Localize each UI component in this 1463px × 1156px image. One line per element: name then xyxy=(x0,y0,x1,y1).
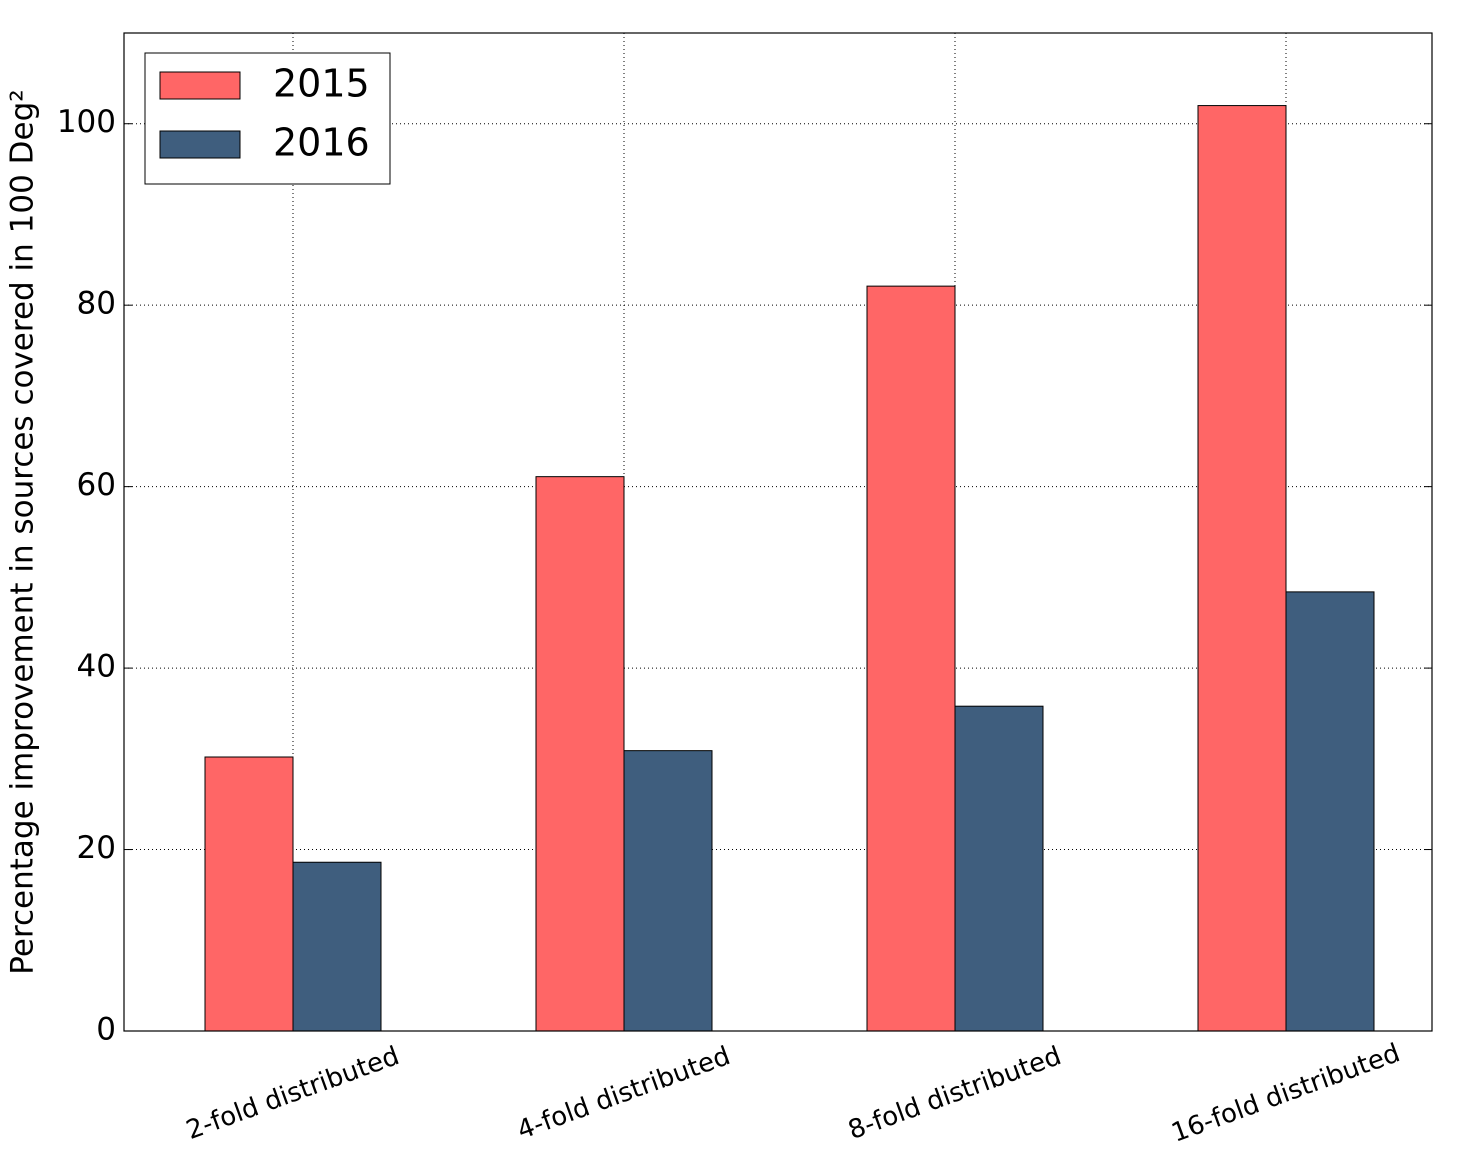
bar xyxy=(1197,105,1287,1032)
bar xyxy=(866,285,956,1032)
bar xyxy=(954,705,1044,1032)
x-tick-label: 16-fold distributed xyxy=(1168,1038,1404,1148)
y-tick-label: 40 xyxy=(77,649,116,685)
legend-swatch xyxy=(159,130,241,159)
bar xyxy=(204,756,294,1032)
bar xyxy=(623,750,713,1032)
x-tick-label: 4-fold distributed xyxy=(513,1041,734,1146)
y-tick-label: 0 xyxy=(96,1012,116,1048)
bar xyxy=(535,476,625,1032)
plot-frame xyxy=(123,32,1433,1032)
y-axis-label: Percentage improvement in sources covere… xyxy=(5,89,41,974)
y-tick-label: 60 xyxy=(77,467,116,503)
y-tick-label: 100 xyxy=(57,104,116,140)
legend-swatch xyxy=(159,71,241,100)
x-tick-label: 8-fold distributed xyxy=(844,1041,1065,1146)
legend-label: 2015 xyxy=(273,62,370,106)
y-tick-label: 80 xyxy=(77,286,116,322)
bar xyxy=(1285,591,1375,1032)
x-tick-label: 2-fold distributed xyxy=(182,1041,403,1146)
bar xyxy=(292,861,382,1032)
legend-label: 2016 xyxy=(273,121,370,165)
y-tick-label: 20 xyxy=(77,830,116,866)
